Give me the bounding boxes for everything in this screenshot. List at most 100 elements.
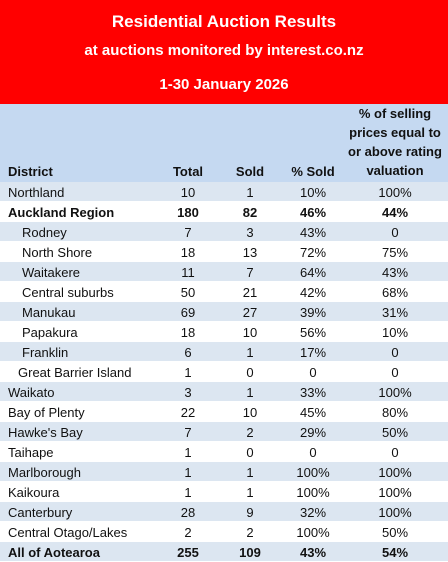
valuation-cell: 68% [381, 285, 409, 300]
valuation-cell: 43% [381, 265, 409, 280]
pct-sold-cell: 17% [299, 345, 327, 360]
auction-results-table: District Total Sold % Sold % of selling … [0, 104, 448, 562]
sold-cell: 1 [246, 465, 254, 480]
pct-sold-cell: 32% [299, 505, 327, 520]
district-name: Auckland Region [8, 205, 115, 220]
sold-cell: 0 [246, 445, 254, 460]
table-row: Franklin 6 1 17% 0 [0, 342, 448, 362]
total-cell: 1 [184, 365, 192, 380]
total-cell: 7 [184, 425, 192, 440]
total-cell: 10 [180, 185, 196, 200]
header-sold: Sold [235, 164, 265, 179]
table-row: Northland 10 1 10% 100% [0, 182, 448, 202]
total-cell: 11 [181, 265, 195, 280]
valuation-cell: 31% [381, 305, 409, 320]
pct-sold-cell: 33% [299, 385, 327, 400]
total-cell: 1 [184, 465, 192, 480]
district-name: Papakura [22, 325, 78, 340]
valuation-cell: 100% [378, 385, 412, 400]
header-valuation: % of selling prices equal to or above ra… [345, 104, 445, 180]
total-cell: 1 [184, 445, 192, 460]
pct-sold-cell: 45% [299, 405, 327, 420]
pct-sold-cell: 0 [309, 445, 317, 460]
header-total: Total [172, 164, 204, 179]
pct-sold-cell: 64% [299, 265, 327, 280]
pct-sold-cell: 42% [299, 285, 327, 300]
district-name: North Shore [22, 245, 93, 260]
table-row: Taihape 1 0 0 0 [0, 442, 448, 462]
valuation-cell: 50% [381, 525, 409, 540]
valuation-cell: 80% [381, 405, 409, 420]
district-name: Franklin [22, 345, 69, 360]
total-cell: 28 [180, 505, 196, 520]
header-pct-sold: % Sold [291, 164, 335, 179]
table-row: Canterbury 28 9 32% 100% [0, 502, 448, 522]
report-period: 1-30 January 2026 [159, 76, 289, 93]
pct-sold-cell: 72% [299, 245, 327, 260]
total-cell: 7 [184, 225, 192, 240]
table-row: Papakura 18 10 56% 10% [0, 322, 448, 342]
district-name: Bay of Plenty [8, 405, 85, 420]
sold-cell: 2 [246, 425, 254, 440]
title-banner: Residential Auction Results at auctions … [0, 0, 448, 104]
district-name: Rodney [22, 225, 67, 240]
table-row: Waitakere 11 7 64% 43% [0, 262, 448, 282]
sold-cell: 109 [239, 545, 261, 560]
table-row: Central suburbs 50 21 42% 68% [0, 282, 448, 302]
table-row: All of Aotearoa 255 109 43% 54% [0, 542, 448, 562]
sold-cell: 82 [242, 205, 258, 220]
table-row: Rodney 7 3 43% 0 [0, 222, 448, 242]
total-cell: 69 [180, 305, 196, 320]
district-name: Great Barrier Island [18, 365, 132, 380]
table-row: Waikato 3 1 33% 100% [0, 382, 448, 402]
pct-sold-cell: 100% [296, 525, 330, 540]
district-name: Hawke's Bay [8, 425, 83, 440]
pct-sold-cell: 100% [296, 465, 330, 480]
table-row: Manukau 69 27 39% 31% [0, 302, 448, 322]
valuation-cell: 44% [381, 205, 409, 220]
sold-cell: 1 [246, 485, 254, 500]
valuation-cell: 100% [378, 185, 412, 200]
table-body: Northland 10 1 10% 100% Auckland Region 180 82… [0, 182, 448, 562]
district-name: Marlborough [8, 465, 81, 480]
sold-cell: 27 [242, 305, 258, 320]
valuation-cell: 0 [391, 225, 399, 240]
valuation-cell: 0 [391, 365, 399, 380]
table-row: Marlborough 1 1 100% 100% [0, 462, 448, 482]
sold-cell: 13 [242, 245, 258, 260]
sold-cell: 21 [242, 285, 258, 300]
total-cell: 22 [180, 405, 196, 420]
sold-cell: 1 [246, 385, 254, 400]
district-name: Taihape [8, 445, 54, 460]
total-cell: 50 [180, 285, 196, 300]
total-cell: 180 [177, 205, 199, 220]
total-cell: 18 [180, 325, 196, 340]
sold-cell: 10 [242, 405, 258, 420]
sold-cell: 3 [246, 225, 254, 240]
total-cell: 2 [184, 525, 192, 540]
table-row: Kaikoura 1 1 100% 100% [0, 482, 448, 502]
pct-sold-cell: 100% [296, 485, 330, 500]
table-row: Central Otago/Lakes 2 2 100% 50% [0, 522, 448, 542]
valuation-cell: 54% [381, 545, 409, 560]
pct-sold-cell: 56% [299, 325, 327, 340]
district-name: Canterbury [8, 505, 73, 520]
total-cell: 18 [180, 245, 196, 260]
valuation-cell: 50% [381, 425, 409, 440]
header-valuation-line: prices equal to [349, 125, 441, 140]
valuation-cell: 100% [378, 485, 412, 500]
total-cell: 1 [184, 485, 192, 500]
valuation-cell: 0 [391, 445, 399, 460]
header-valuation-line: or above rating [348, 144, 442, 159]
sold-cell: 7 [246, 265, 254, 280]
report-title: Residential Auction Results [111, 12, 337, 31]
sold-cell: 1 [246, 185, 254, 200]
header-valuation-line: % of selling [358, 106, 432, 121]
table-row: Hawke's Bay 7 2 29% 50% [0, 422, 448, 442]
district-name: Waikato [8, 385, 55, 400]
valuation-cell: 75% [381, 245, 409, 260]
pct-sold-cell: 43% [299, 225, 327, 240]
district-name: All of Aotearoa [8, 545, 100, 560]
pct-sold-cell: 0 [309, 365, 317, 380]
valuation-cell: 100% [378, 465, 412, 480]
